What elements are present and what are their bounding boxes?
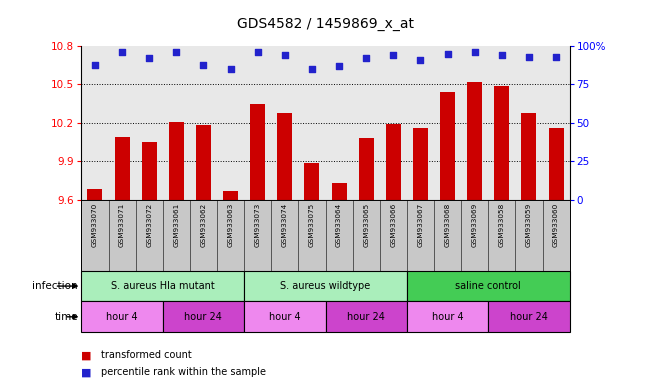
- Text: GSM933060: GSM933060: [553, 203, 559, 247]
- Bar: [440, 92, 455, 200]
- Bar: [331, 183, 346, 200]
- Point: [415, 57, 426, 63]
- Bar: [359, 138, 374, 200]
- Text: GSM933062: GSM933062: [201, 203, 206, 247]
- Bar: [244, 271, 407, 301]
- Bar: [250, 104, 265, 200]
- Bar: [467, 82, 482, 200]
- Text: time: time: [55, 312, 78, 322]
- Bar: [549, 128, 564, 200]
- Bar: [413, 128, 428, 200]
- Text: S. aureus wildtype: S. aureus wildtype: [281, 281, 370, 291]
- Bar: [407, 271, 570, 301]
- Text: GSM933069: GSM933069: [472, 203, 478, 247]
- Bar: [196, 126, 211, 200]
- Text: GSM933058: GSM933058: [499, 203, 505, 247]
- Text: GDS4582 / 1459869_x_at: GDS4582 / 1459869_x_at: [237, 17, 414, 31]
- Point: [144, 55, 154, 61]
- Bar: [326, 301, 407, 332]
- Point: [388, 52, 398, 58]
- Text: GSM933063: GSM933063: [228, 203, 234, 247]
- Bar: [244, 301, 326, 332]
- Text: GSM933071: GSM933071: [119, 203, 125, 247]
- Point: [280, 52, 290, 58]
- Text: ■: ■: [81, 367, 92, 377]
- Point: [307, 66, 317, 72]
- Bar: [87, 189, 102, 200]
- Bar: [163, 301, 244, 332]
- Bar: [521, 113, 536, 200]
- Text: GSM933061: GSM933061: [173, 203, 179, 247]
- Text: saline control: saline control: [456, 281, 521, 291]
- Text: GSM933064: GSM933064: [336, 203, 342, 247]
- Text: hour 4: hour 4: [269, 312, 301, 322]
- Point: [523, 54, 534, 60]
- Point: [90, 61, 100, 68]
- Bar: [407, 301, 488, 332]
- Text: transformed count: transformed count: [101, 350, 191, 360]
- Bar: [305, 162, 320, 200]
- Point: [117, 49, 128, 55]
- Bar: [169, 122, 184, 200]
- Text: hour 24: hour 24: [510, 312, 548, 322]
- Text: S. aureus Hla mutant: S. aureus Hla mutant: [111, 281, 215, 291]
- Point: [198, 61, 208, 68]
- Text: GSM933065: GSM933065: [363, 203, 369, 247]
- Bar: [223, 191, 238, 200]
- Text: GSM933075: GSM933075: [309, 203, 315, 247]
- Text: GSM933059: GSM933059: [526, 203, 532, 247]
- Text: hour 24: hour 24: [347, 312, 385, 322]
- Text: infection: infection: [33, 281, 78, 291]
- Point: [551, 54, 561, 60]
- Text: percentile rank within the sample: percentile rank within the sample: [101, 367, 266, 377]
- Bar: [277, 113, 292, 200]
- Text: GSM933074: GSM933074: [282, 203, 288, 247]
- Point: [361, 55, 371, 61]
- Text: GSM933073: GSM933073: [255, 203, 260, 247]
- Text: GSM933072: GSM933072: [146, 203, 152, 247]
- Point: [497, 52, 507, 58]
- Text: hour 4: hour 4: [432, 312, 464, 322]
- Bar: [81, 301, 163, 332]
- Point: [253, 49, 263, 55]
- Bar: [386, 124, 401, 200]
- Point: [443, 51, 453, 57]
- Text: GSM933067: GSM933067: [417, 203, 423, 247]
- Point: [334, 63, 344, 69]
- Bar: [142, 142, 157, 200]
- Bar: [494, 86, 509, 200]
- Text: GSM933068: GSM933068: [445, 203, 450, 247]
- Text: ■: ■: [81, 350, 92, 360]
- Bar: [115, 137, 130, 200]
- Text: GSM933070: GSM933070: [92, 203, 98, 247]
- Text: GSM933066: GSM933066: [391, 203, 396, 247]
- Point: [469, 49, 480, 55]
- Point: [171, 49, 182, 55]
- Text: hour 4: hour 4: [106, 312, 138, 322]
- Bar: [488, 301, 570, 332]
- Text: hour 24: hour 24: [184, 312, 223, 322]
- Point: [225, 66, 236, 72]
- Bar: [81, 271, 244, 301]
